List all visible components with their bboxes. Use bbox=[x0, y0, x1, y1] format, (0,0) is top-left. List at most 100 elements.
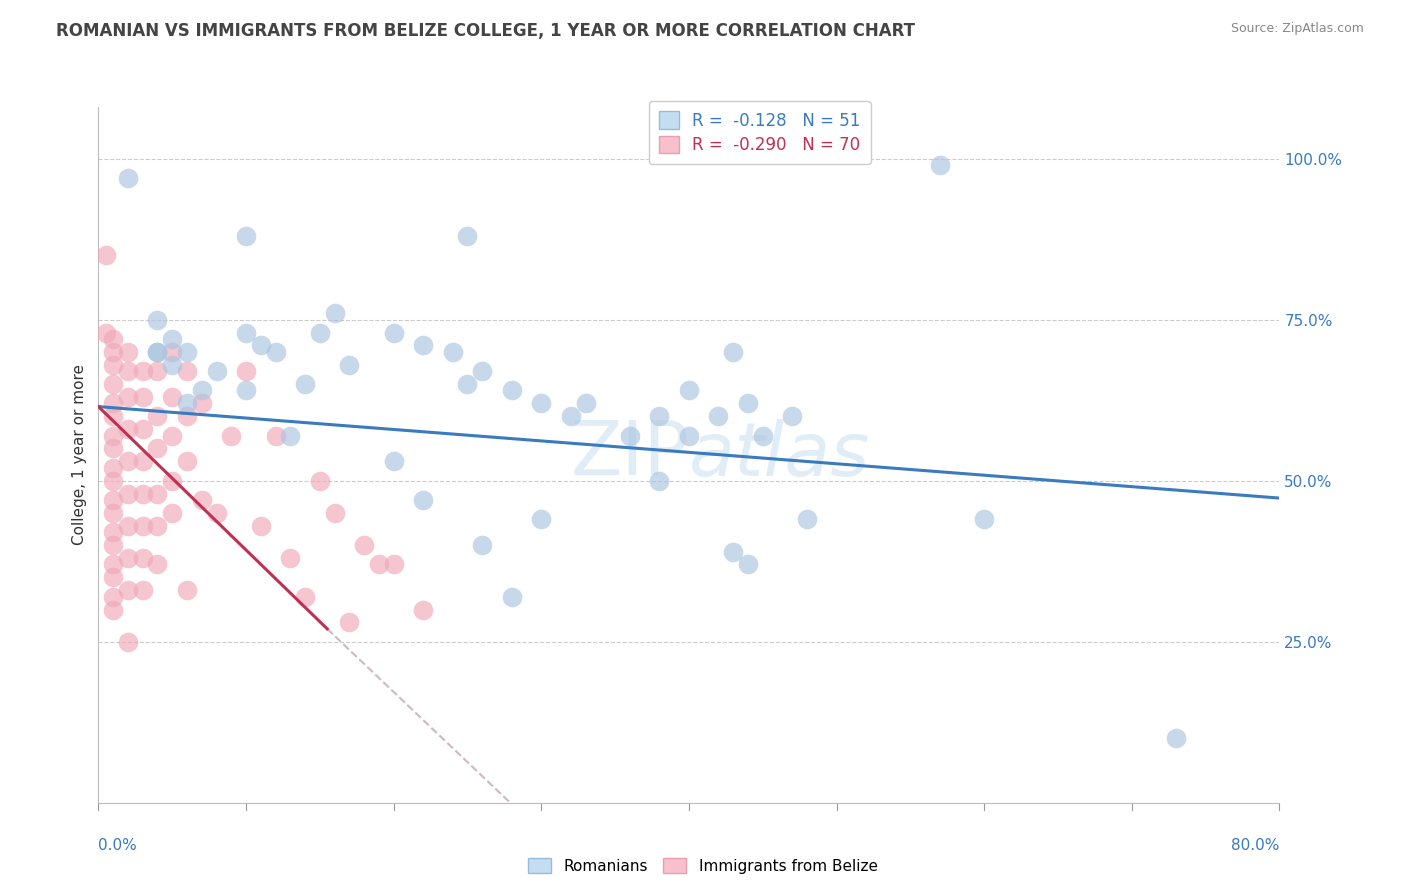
Point bbox=[737, 396, 759, 410]
Point bbox=[117, 454, 139, 468]
Point bbox=[235, 326, 257, 340]
Point bbox=[648, 474, 671, 488]
Point bbox=[103, 538, 125, 552]
Point bbox=[162, 474, 183, 488]
Text: 0.0%: 0.0% bbox=[98, 838, 138, 854]
Point bbox=[309, 474, 332, 488]
Point bbox=[678, 384, 700, 398]
Point bbox=[103, 428, 125, 442]
Point bbox=[501, 384, 523, 398]
Point bbox=[782, 409, 804, 424]
Point bbox=[117, 170, 139, 185]
Point bbox=[191, 396, 214, 410]
Point bbox=[176, 396, 198, 410]
Point bbox=[162, 332, 183, 346]
Point bbox=[94, 326, 117, 340]
Point bbox=[103, 396, 125, 410]
Point bbox=[132, 454, 155, 468]
Point bbox=[235, 384, 257, 398]
Point bbox=[132, 364, 155, 378]
Point bbox=[323, 306, 346, 320]
Point bbox=[412, 602, 434, 616]
Point bbox=[146, 312, 169, 326]
Point bbox=[103, 409, 125, 424]
Point bbox=[103, 377, 125, 392]
Point bbox=[796, 512, 818, 526]
Point bbox=[441, 344, 464, 359]
Point bbox=[146, 409, 169, 424]
Point bbox=[339, 615, 360, 630]
Point bbox=[382, 326, 405, 340]
Point bbox=[309, 326, 332, 340]
Point bbox=[278, 551, 302, 566]
Point bbox=[162, 358, 183, 372]
Point bbox=[103, 358, 125, 372]
Legend: R =  -0.128   N = 51, R =  -0.290   N = 70: R = -0.128 N = 51, R = -0.290 N = 70 bbox=[650, 102, 870, 164]
Point bbox=[382, 558, 405, 572]
Point bbox=[353, 538, 375, 552]
Point bbox=[132, 518, 155, 533]
Text: ZIP: ZIP bbox=[571, 418, 689, 491]
Point bbox=[191, 384, 214, 398]
Point bbox=[103, 525, 125, 540]
Point bbox=[103, 570, 125, 584]
Point bbox=[146, 344, 169, 359]
Point bbox=[117, 486, 139, 500]
Point bbox=[456, 377, 478, 392]
Point bbox=[339, 358, 360, 372]
Point bbox=[412, 338, 434, 352]
Text: 80.0%: 80.0% bbox=[1232, 838, 1279, 854]
Point bbox=[117, 583, 139, 598]
Point bbox=[928, 158, 950, 172]
Point bbox=[103, 590, 125, 604]
Point bbox=[501, 590, 523, 604]
Point bbox=[132, 551, 155, 566]
Point bbox=[103, 332, 125, 346]
Y-axis label: College, 1 year or more: College, 1 year or more bbox=[72, 365, 87, 545]
Point bbox=[264, 344, 287, 359]
Point bbox=[723, 344, 745, 359]
Text: ROMANIAN VS IMMIGRANTS FROM BELIZE COLLEGE, 1 YEAR OR MORE CORRELATION CHART: ROMANIAN VS IMMIGRANTS FROM BELIZE COLLE… bbox=[56, 22, 915, 40]
Point bbox=[323, 506, 346, 520]
Point bbox=[132, 486, 155, 500]
Point bbox=[162, 344, 183, 359]
Point bbox=[250, 338, 273, 352]
Point bbox=[162, 428, 183, 442]
Point bbox=[412, 493, 434, 508]
Text: atlas: atlas bbox=[689, 419, 870, 491]
Point bbox=[117, 390, 139, 404]
Point bbox=[162, 390, 183, 404]
Point bbox=[103, 474, 125, 488]
Point bbox=[176, 409, 198, 424]
Point bbox=[117, 634, 139, 648]
Point bbox=[146, 364, 169, 378]
Point bbox=[278, 428, 302, 442]
Point bbox=[219, 428, 242, 442]
Point bbox=[368, 558, 391, 572]
Point bbox=[146, 518, 169, 533]
Point bbox=[973, 512, 995, 526]
Point bbox=[146, 344, 169, 359]
Point bbox=[382, 454, 405, 468]
Point bbox=[191, 493, 214, 508]
Point bbox=[176, 454, 198, 468]
Point bbox=[648, 409, 671, 424]
Point bbox=[132, 583, 155, 598]
Point bbox=[1164, 731, 1187, 746]
Point bbox=[723, 544, 745, 558]
Point bbox=[132, 390, 155, 404]
Point bbox=[250, 518, 273, 533]
Point bbox=[103, 558, 125, 572]
Point bbox=[176, 583, 198, 598]
Point bbox=[103, 602, 125, 616]
Text: Source: ZipAtlas.com: Source: ZipAtlas.com bbox=[1230, 22, 1364, 36]
Point bbox=[103, 506, 125, 520]
Point bbox=[530, 512, 553, 526]
Point bbox=[530, 396, 553, 410]
Point bbox=[117, 422, 139, 436]
Point bbox=[146, 486, 169, 500]
Point bbox=[737, 558, 759, 572]
Point bbox=[619, 428, 641, 442]
Point bbox=[176, 344, 198, 359]
Point bbox=[294, 590, 316, 604]
